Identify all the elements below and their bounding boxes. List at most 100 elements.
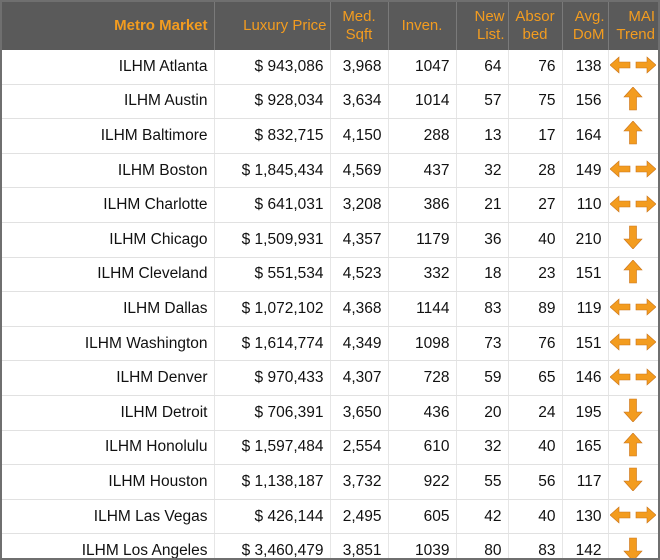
median-sqft-cell: 4,349 [330,326,389,362]
new-listings-cell: 57 [456,84,509,120]
inventory-cell: 1098 [388,326,457,362]
median-sqft-cell: 3,634 [330,84,389,120]
absorbed-cell: 75 [508,84,563,120]
mai-trend-cell [608,118,658,154]
median-sqft-cell: 4,368 [330,291,389,327]
market-name-cell: ILHM Chicago [2,222,215,258]
absorbed-cell: 23 [508,257,563,293]
avg-dom-cell: 146 [562,360,609,396]
absorbed-cell: 83 [508,533,563,558]
sideways-arrows-icon [610,192,657,216]
up-arrow-icon [623,259,643,284]
new-listings-cell: 21 [456,187,509,223]
col-header-market: Metro Market [2,2,215,50]
market-name-cell: ILHM Boston [2,153,215,189]
luxury-price-cell: $ 1,509,931 [214,222,331,258]
col-header-new-listings: New List. [456,2,509,50]
up-arrow-icon [623,86,643,111]
new-listings-cell: 32 [456,153,509,189]
avg-dom-cell: 138 [562,50,609,85]
col-header-trend: MAI Trend [608,2,658,50]
table-row: ILHM Denver $ 970,433 4,307 728 59 65 146 [2,360,658,396]
absorbed-cell: 27 [508,187,563,223]
absorbed-cell: 65 [508,360,563,396]
luxury-price-cell: $ 706,391 [214,395,331,431]
avg-dom-cell: 164 [562,118,609,154]
median-sqft-cell: 3,208 [330,187,389,223]
new-listings-cell: 18 [456,257,509,293]
table-row: ILHM Detroit $ 706,391 3,650 436 20 24 195 [2,395,658,431]
luxury-price-cell: $ 1,597,484 [214,430,331,466]
absorbed-cell: 40 [508,430,563,466]
avg-dom-cell: 142 [562,533,609,558]
luxury-price-cell: $ 1,845,434 [214,153,331,189]
new-listings-cell: 80 [456,533,509,558]
new-listings-cell: 59 [456,360,509,396]
luxury-price-cell: $ 928,034 [214,84,331,120]
new-listings-cell: 83 [456,291,509,327]
avg-dom-cell: 149 [562,153,609,189]
absorbed-cell: 17 [508,118,563,154]
col-header-dom: Avg. DoM [562,2,609,50]
median-sqft-cell: 4,523 [330,257,389,293]
absorbed-cell: 24 [508,395,563,431]
inventory-cell: 922 [388,464,457,500]
market-name-cell: ILHM Baltimore [2,118,215,154]
col-header-absorbed: Absor bed [508,2,563,50]
absorbed-cell: 56 [508,464,563,500]
inventory-cell: 437 [388,153,457,189]
table-row: ILHM Atlanta $ 943,086 3,968 1047 64 76 138 [2,50,658,85]
luxury-price-cell: $ 1,614,774 [214,326,331,362]
median-sqft-cell: 3,650 [330,395,389,431]
sideways-arrows-icon [610,295,657,319]
new-listings-cell: 13 [456,118,509,154]
market-name-cell: ILHM Dallas [2,291,215,327]
table-row: ILHM Dallas $ 1,072,102 4,368 1144 83 89 119 [2,291,658,327]
median-sqft-cell: 4,307 [330,360,389,396]
down-arrow-icon [623,467,643,492]
median-sqft-cell: 3,732 [330,464,389,500]
market-name-cell: ILHM Denver [2,360,215,396]
down-arrow-icon [623,537,643,558]
mai-trend-cell [608,257,658,293]
avg-dom-cell: 210 [562,222,609,258]
table-row: ILHM Los Angeles $ 3,460,479 3,851 1039 80 83… [2,533,658,558]
mai-trend-cell [608,430,658,466]
new-listings-cell: 55 [456,464,509,500]
inventory-cell: 1179 [388,222,457,258]
sideways-arrows-icon [610,365,657,389]
luxury-price-cell: $ 832,715 [214,118,331,154]
median-sqft-cell: 4,357 [330,222,389,258]
sideways-arrows-icon [610,53,657,77]
inventory-cell: 1014 [388,84,457,120]
luxury-price-cell: $ 3,460,479 [214,533,331,558]
avg-dom-cell: 156 [562,84,609,120]
table-row: ILHM Las Vegas $ 426,144 2,495 605 42 40 130 [2,499,658,535]
down-arrow-icon [623,225,643,250]
inventory-cell: 1047 [388,50,457,85]
avg-dom-cell: 151 [562,257,609,293]
market-name-cell: ILHM Austin [2,84,215,120]
market-name-cell: ILHM Houston [2,464,215,500]
luxury-price-cell: $ 1,072,102 [214,291,331,327]
avg-dom-cell: 119 [562,291,609,327]
sideways-arrows-icon [610,503,657,527]
market-name-cell: ILHM Honolulu [2,430,215,466]
mai-trend-cell [608,499,658,535]
table-row: ILHM Austin $ 928,034 3,634 1014 57 75 156 [2,84,658,120]
table-body: ILHM Atlanta $ 943,086 3,968 1047 64 76 138 ILH… [2,50,658,558]
mai-trend-cell [608,533,658,558]
inventory-cell: 605 [388,499,457,535]
median-sqft-cell: 4,150 [330,118,389,154]
down-arrow-icon [623,398,643,423]
luxury-price-cell: $ 1,138,187 [214,464,331,500]
market-name-cell: ILHM Cleveland [2,257,215,293]
median-sqft-cell: 3,851 [330,533,389,558]
inventory-cell: 332 [388,257,457,293]
inventory-cell: 288 [388,118,457,154]
mai-trend-cell [608,291,658,327]
luxury-price-cell: $ 551,534 [214,257,331,293]
table-row: ILHM Houston $ 1,138,187 3,732 922 55 56 117 [2,464,658,500]
absorbed-cell: 28 [508,153,563,189]
